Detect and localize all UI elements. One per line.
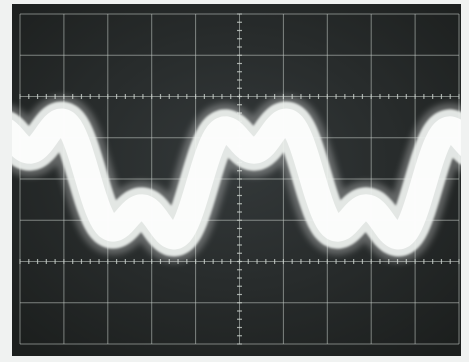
oscilloscope-display — [12, 4, 461, 356]
oscilloscope-screen — [12, 4, 461, 356]
